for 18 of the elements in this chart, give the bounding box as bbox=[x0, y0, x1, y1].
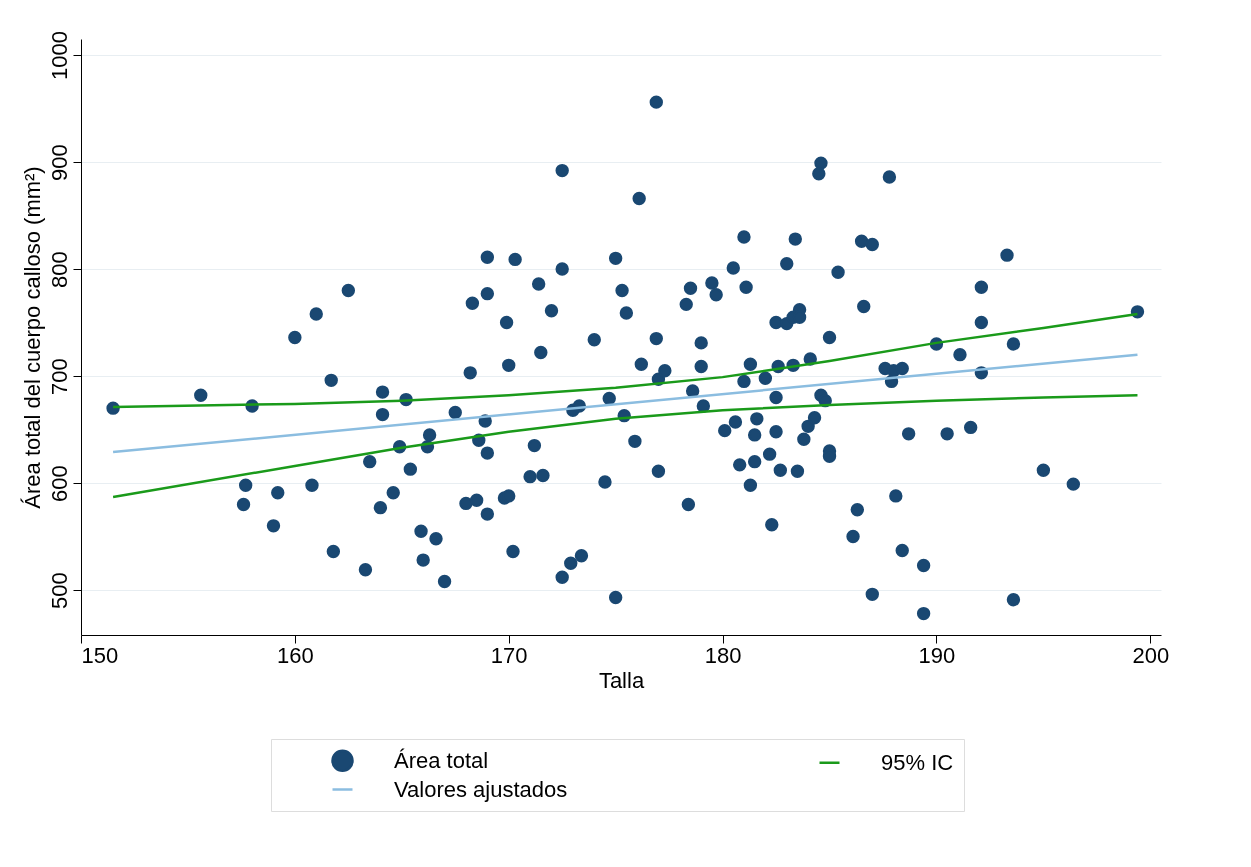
y-tick-label: 1000 bbox=[46, 31, 72, 81]
y-tick-label: 600 bbox=[46, 465, 72, 502]
x-tick-label: 150 bbox=[81, 642, 119, 668]
legend-label: Valores ajustados bbox=[394, 776, 568, 802]
y-tick-label: 500 bbox=[46, 572, 72, 609]
y-axis-title: Área total del cuerpo calloso (mm²) bbox=[19, 166, 45, 509]
y-tick-label: 800 bbox=[46, 251, 72, 288]
line-series bbox=[111, 394, 1139, 499]
legend-label: 95% IC bbox=[881, 749, 954, 775]
y-tick-label: 700 bbox=[46, 358, 72, 395]
legend-label: Área total bbox=[394, 747, 489, 773]
x-axis-title: Talla bbox=[598, 667, 645, 693]
x-tick-label: 170 bbox=[490, 642, 528, 668]
y-tick-label: 900 bbox=[46, 144, 72, 181]
x-tick-label: 190 bbox=[918, 642, 956, 668]
x-tick-label: 200 bbox=[1132, 642, 1170, 668]
x-tick-label: 160 bbox=[277, 642, 314, 668]
x-tick-label: 180 bbox=[704, 642, 742, 668]
